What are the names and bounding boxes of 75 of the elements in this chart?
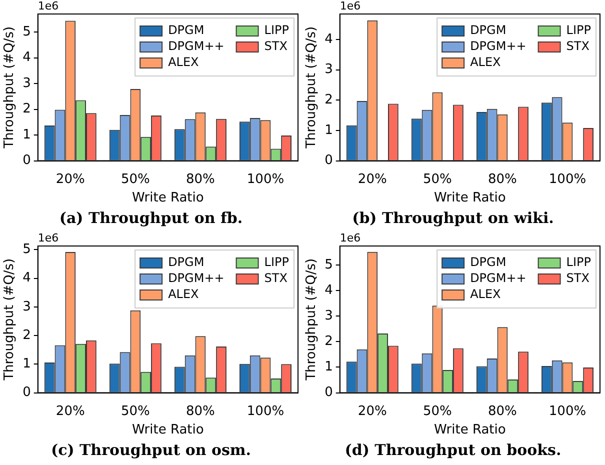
y-tick-label: 3 xyxy=(324,308,333,324)
legend-label: ALEX xyxy=(168,55,199,70)
y-tick-label: 3 xyxy=(22,76,31,91)
x-axis-title: Write Ratio xyxy=(434,422,506,438)
x-tick-label: 80% xyxy=(488,404,517,419)
y-axis-title: Throughput (#Q/s) xyxy=(304,26,320,150)
y-tick-label: 0 xyxy=(324,385,333,400)
x-tick-label: 20% xyxy=(358,404,387,419)
x-tick-label: 20% xyxy=(56,172,85,187)
x-axis-title: Write Ratio xyxy=(132,190,204,206)
legend-label: DPGM xyxy=(470,23,506,38)
legend-label: STX xyxy=(566,39,590,54)
legend-label: DPGM xyxy=(168,23,204,38)
legend-label: LIPP xyxy=(264,23,290,38)
x-tick-label: 100% xyxy=(246,404,284,419)
y-tick-label: 5 xyxy=(324,257,333,272)
x-tick-label: 50% xyxy=(422,404,452,419)
text: 1e6 xyxy=(38,0,59,12)
legend-label: LIPP xyxy=(264,255,290,270)
x-tick-label: 100% xyxy=(246,172,284,187)
y-tick-label: 4 xyxy=(324,32,333,47)
text: 1e6 xyxy=(340,0,361,12)
y-tick-label: 2 xyxy=(22,328,31,343)
x-tick-label: 80% xyxy=(186,172,215,187)
y-tick-label: 1 xyxy=(324,122,333,138)
legend-label: LIPP xyxy=(566,23,592,38)
x-tick-label: 100% xyxy=(548,404,586,419)
y-tick-label: 2 xyxy=(324,92,333,108)
y-tick-label: 3 xyxy=(22,299,31,314)
y-axis-title: Throughput (#Q/s) xyxy=(2,26,18,150)
y-tick-label: 0 xyxy=(22,153,31,168)
legend-label: STX xyxy=(566,271,590,286)
y-tick-label: 2 xyxy=(22,102,31,117)
y-tick-label: 1 xyxy=(22,356,31,372)
legend-label: ALEX xyxy=(470,55,501,70)
x-tick-label: 50% xyxy=(120,172,150,187)
legend-label: DPGM xyxy=(470,255,506,270)
x-tick-label: 20% xyxy=(358,172,387,187)
y-tick-label: 5 xyxy=(22,24,31,40)
x-tick-label: 80% xyxy=(186,404,215,419)
text: (a) Throughput on fb. xyxy=(58,208,244,228)
y-tick-label: 4 xyxy=(22,50,31,66)
x-tick-label: 20% xyxy=(56,404,85,419)
y-tick-label: 3 xyxy=(324,62,333,78)
x-tick-label: 80% xyxy=(488,172,517,187)
y-tick-label: 4 xyxy=(22,270,31,286)
x-axis-title: Write Ratio xyxy=(132,422,204,438)
x-tick-label: 50% xyxy=(120,404,150,419)
legend-label: DPGM xyxy=(168,255,204,270)
y-tick-label: 5 xyxy=(22,242,31,258)
x-tick-label: 50% xyxy=(422,172,452,187)
text: (b) Throughput on wiki. xyxy=(351,208,555,228)
legend-label: ALEX xyxy=(168,287,199,302)
y-tick-label: 4 xyxy=(324,282,333,298)
legend-label: DPGM++ xyxy=(470,39,526,54)
text: (d) Throughput on books. xyxy=(344,440,562,460)
legend-label: ALEX xyxy=(470,287,501,302)
text: 1e6 xyxy=(340,231,361,244)
x-tick-label: 100% xyxy=(548,172,586,187)
text: 1e6 xyxy=(38,231,59,244)
x-axis-title: Write Ratio xyxy=(434,190,506,206)
legend-label: STX xyxy=(264,39,288,54)
y-tick-label: 0 xyxy=(22,385,31,400)
legend-label: STX xyxy=(264,271,288,286)
y-tick-label: 1 xyxy=(324,360,333,375)
text: (c) Throughput on osm. xyxy=(50,440,252,460)
y-tick-label: 0 xyxy=(324,153,333,168)
y-axis-title: Throughput (#Q/s) xyxy=(304,258,320,382)
legend-label: DPGM++ xyxy=(470,271,526,286)
legend-label: DPGM++ xyxy=(168,271,224,286)
y-tick-label: 2 xyxy=(324,334,333,350)
legend-label: DPGM++ xyxy=(168,39,224,54)
legend-label: LIPP xyxy=(566,255,592,270)
y-tick-label: 1 xyxy=(22,127,31,142)
y-axis-title: Throughput (#Q/s) xyxy=(2,258,18,382)
